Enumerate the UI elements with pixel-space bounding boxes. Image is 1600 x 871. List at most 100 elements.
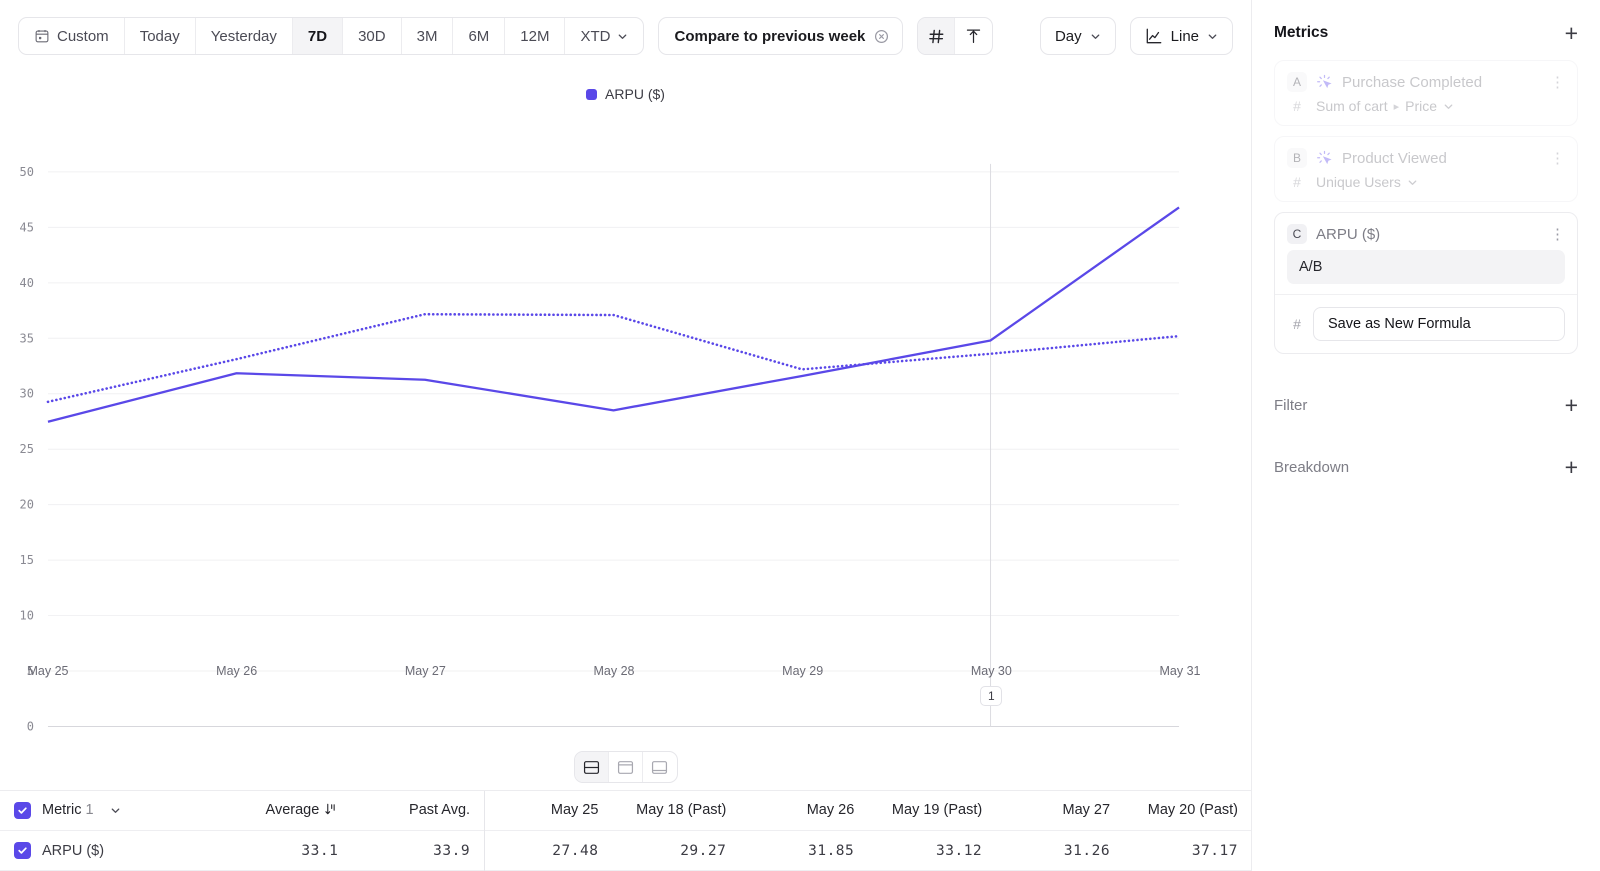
chevron-down-icon [111,808,119,813]
table-row-name-cell[interactable]: ARPU ($) [0,830,217,871]
table-header-may20p[interactable]: May 20 (Past) [1124,791,1251,831]
metric-row-label: ARPU ($) [42,842,105,859]
table-header-may27[interactable]: May 27 [996,791,1124,831]
filter-section-header: Filter + [1274,391,1578,418]
layout-segmented-control[interactable] [573,751,678,783]
table-header-metric[interactable]: Metric 1 [0,791,217,831]
metric-aggregation-row[interactable]: # Unique Users [1275,172,1577,201]
annotation-badge[interactable]: 1 [980,686,1003,706]
column-label: May 25 [550,802,599,819]
line-chart-icon [1146,28,1161,44]
date-range-segmented-control[interactable]: Custom Today Yesterday 7D 30D 3M 6M 12M XTD [18,17,645,55]
svg-text:45: 45 [20,220,34,234]
range-label: 12M [520,27,550,45]
svg-text:10: 10 [20,609,34,623]
legend-label: ARPU ($) [605,86,665,102]
table-header-may19p[interactable]: May 19 (Past) [868,791,996,831]
sort-descending-icon[interactable] [324,802,338,816]
metric-aggregation-row[interactable]: # Sum of cart ▸ Price [1275,96,1577,125]
range-label: Custom [57,27,109,45]
add-filter-button[interactable]: + [1564,391,1578,418]
sidebar-content: Metrics + A Purchase Completed ⋮ # Sum of ca… [1252,0,1600,478]
layout-table-only-icon[interactable] [643,752,677,782]
range-button-custom[interactable]: Custom [19,18,125,54]
table-header-row: Metric 1 Average Past Avg. May 25 May 18 (Pa… [0,790,1251,831]
legend-swatch [586,88,598,100]
range-label: Yesterday [210,27,277,45]
right-sidebar: Metrics + A Purchase Completed ⋮ # Sum of ca… [1252,0,1600,871]
compare-chip-label: Compare to previous week [674,27,866,45]
metrics-table-wrap: Metric 1 Average Past Avg. May 25 May 18 (Pa… [0,790,1251,871]
metrics-table-body: ARPU ($) 33.1 33.9 27.48 29.27 31.85 33.12 31.2… [0,830,1251,871]
table-cell-may20p: 37.17 [1124,830,1251,871]
save-as-new-formula-button[interactable]: Save as New Formula [1313,307,1565,341]
row-checkbox[interactable] [14,842,31,859]
chart-type-label: Line [1170,27,1199,45]
column-label: Average [265,802,320,819]
range-label: 6M [468,27,490,45]
range-button-yesterday[interactable]: Yesterday [196,18,293,54]
metric-badge: B [1287,148,1307,168]
main-panel: Custom Today Yesterday 7D 30D 3M 6M 12M XTD Comp… [0,0,1252,871]
select-all-checkbox[interactable] [14,801,31,819]
table-header-may26[interactable]: May 26 [740,791,868,831]
column-label: May 20 (Past) [1147,802,1238,819]
chevron-down-icon [1208,33,1217,39]
aggregation-field: Price [1405,98,1438,114]
metric-count: 1 [85,802,94,819]
table-row[interactable]: ARPU ($) 33.1 33.9 27.48 29.27 31.85 33.12 31.2… [0,830,1251,871]
path-separator-icon: ▸ [1393,100,1400,113]
chart-options-segmented-control[interactable] [917,17,994,55]
metric-card-formula[interactable]: C ARPU ($) ⋮ A/B # Save as New Formula [1274,212,1578,354]
table-cell-may26: 31.85 [740,830,869,871]
layout-chart-only-icon[interactable] [609,752,643,782]
range-button-xtd[interactable]: XTD [565,18,643,54]
event-sparkle-icon [1317,150,1332,164]
add-breakdown-button[interactable]: + [1564,453,1578,480]
range-button-3m[interactable]: 3M [402,18,454,54]
range-button-today[interactable]: Today [125,18,196,54]
column-label: May 26 [806,802,855,819]
line-chart-plot[interactable]: 0 5 10 15 20 25 30 35 40 45 50 [0,72,1251,731]
hash-icon: # [1293,316,1301,332]
x-axis-tick-label: May 26 [216,664,258,678]
formula-input[interactable]: A/B [1287,250,1565,284]
chevron-down-icon [1091,33,1099,39]
compare-chip[interactable]: Compare to previous week [658,17,904,55]
more-options-icon[interactable]: ⋮ [1550,73,1565,91]
table-cell-average: 33.1 [216,830,353,871]
table-cell-past_avg: 33.9 [352,830,485,871]
close-icon[interactable] [874,29,889,44]
svg-text:30: 30 [20,387,34,401]
chart-type-dropdown[interactable]: Line [1129,17,1233,55]
range-button-30d[interactable]: 30D [343,18,402,54]
x-axis-tick-label: May 31 [1159,664,1201,678]
table-header-past_avg[interactable]: Past Avg. [352,791,484,831]
metrics-table: Metric 1 Average Past Avg. May 25 May 18 (Pa… [0,790,1251,871]
range-label: 7D [307,27,328,45]
layout-toggle-bar [0,745,1251,791]
range-button-12m[interactable]: 12M [505,18,566,54]
metric-card-a[interactable]: A Purchase Completed ⋮ # Sum of cart ▸ Price [1274,60,1578,126]
range-button-7d[interactable]: 7D [292,18,344,54]
add-metric-button[interactable]: + [1564,19,1578,46]
x-axis-tick-label: May 27 [404,664,446,678]
grid-icon[interactable] [918,18,956,54]
table-header-average[interactable]: Average [217,791,353,831]
save-formula-row: # Save as New Formula [1275,294,1577,353]
layout-split-horizontal-icon[interactable] [574,752,609,782]
more-options-icon[interactable]: ⋮ [1550,225,1565,243]
granularity-dropdown[interactable]: Day [1039,17,1116,55]
x-axis-tick-label: May 29 [782,664,824,678]
metrics-section-header: Metrics + [1274,19,1578,46]
range-button-6m[interactable]: 6M [453,18,506,54]
table-header-may18p[interactable]: May 18 (Past) [612,791,740,831]
formula-card-header: C ARPU ($) ⋮ [1275,213,1577,248]
svg-text:0: 0 [27,719,34,731]
more-options-icon[interactable]: ⋮ [1550,149,1565,167]
arrow-up-line-icon[interactable] [955,18,992,54]
metric-card-b[interactable]: B Product Viewed ⋮ # Unique Users [1274,136,1578,202]
table-header-may25[interactable]: May 25 [484,790,613,831]
metric-badge: C [1287,224,1307,244]
calendar-icon [35,29,49,43]
